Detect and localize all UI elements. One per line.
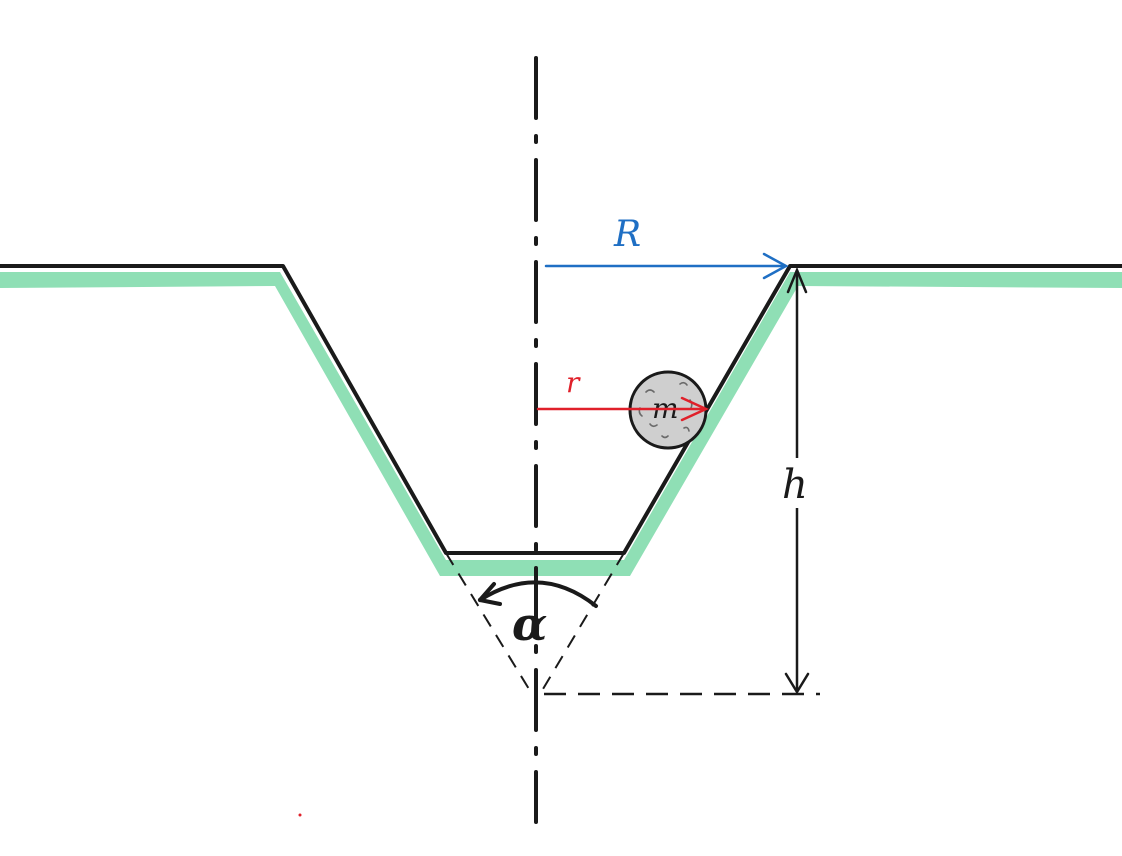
angle-arc bbox=[478, 580, 598, 608]
alpha-label: α bbox=[512, 597, 547, 651]
outer-radius-arrow bbox=[544, 252, 789, 280]
inner-radius-label: r bbox=[566, 366, 581, 399]
height-label: h bbox=[782, 462, 808, 508]
inner-radius-arrow bbox=[536, 396, 710, 422]
ground-profile bbox=[0, 264, 1122, 555]
ground-shading bbox=[0, 272, 1122, 576]
cone-extension-lines bbox=[445, 552, 625, 695]
outer-radius-label: R bbox=[613, 214, 641, 255]
height-label-gap bbox=[780, 458, 814, 508]
stray-mark bbox=[298, 813, 302, 817]
